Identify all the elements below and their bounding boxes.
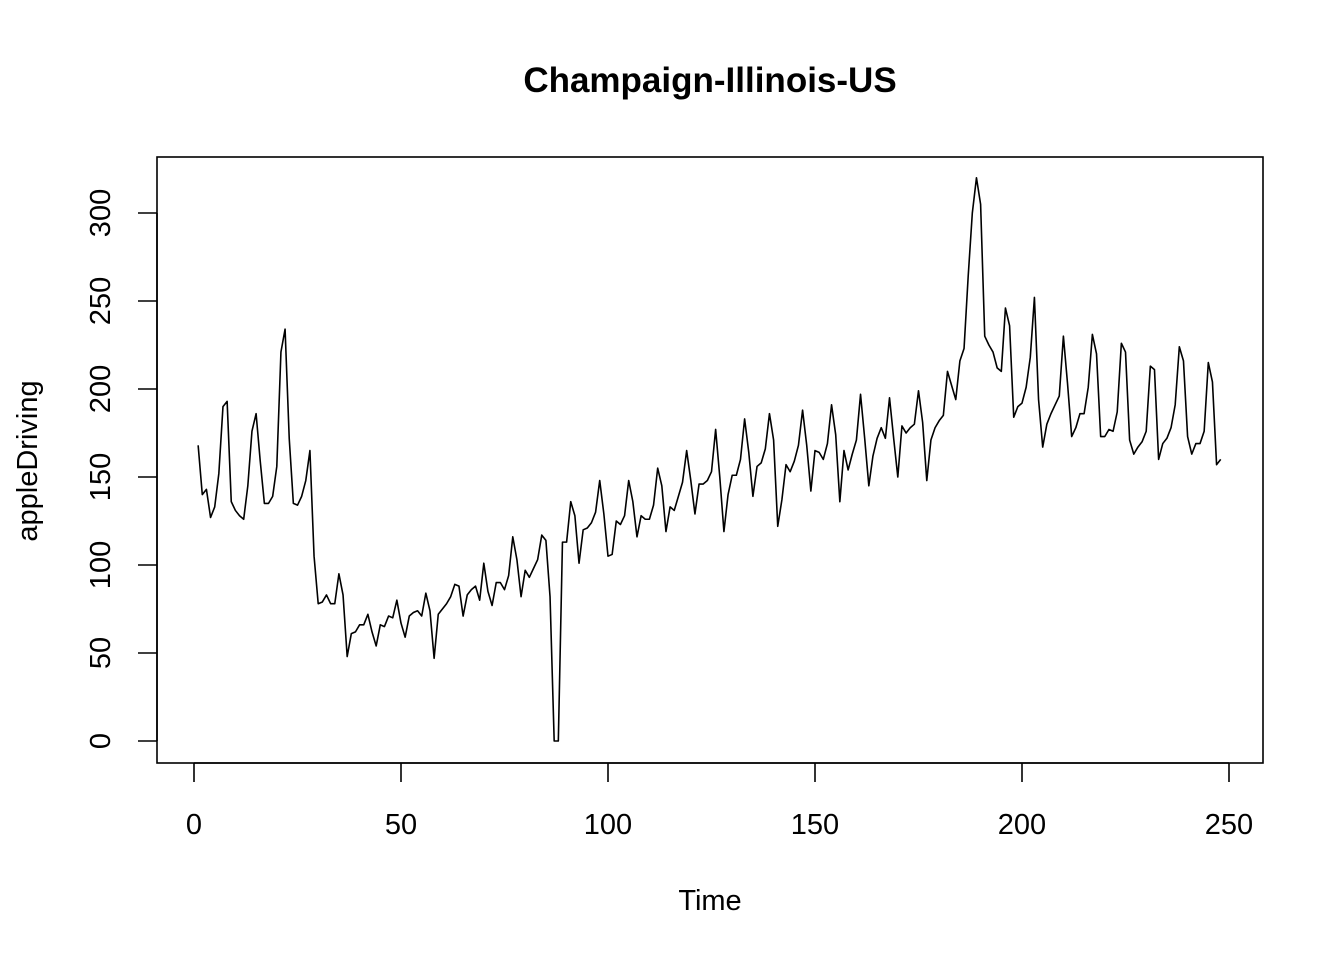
y-tick-label: 150 <box>85 453 117 501</box>
chart-title: Champaign-Illinois-US <box>523 61 896 100</box>
y-tick-label: 250 <box>85 277 117 325</box>
x-axis: 0 50 100 150 200 250 <box>186 762 1253 841</box>
y-tick-label: 200 <box>85 365 117 413</box>
x-tick-label: 200 <box>998 809 1046 841</box>
x-tick-label: 50 <box>385 809 417 841</box>
x-tick-label: 0 <box>186 809 202 841</box>
x-axis-label: Time <box>678 885 741 917</box>
y-tick-label: 100 <box>85 541 117 589</box>
x-tick-label: 150 <box>791 809 839 841</box>
series-line <box>197 177 1222 742</box>
y-tick-label: 50 <box>85 637 117 669</box>
y-tick-label: 300 <box>85 189 117 237</box>
y-tick-label: 0 <box>85 733 117 749</box>
y-axis: 0 50 100 150 200 250 300 <box>85 189 158 749</box>
plot-frame <box>156 156 1264 764</box>
y-axis-label: appleDriving <box>12 380 44 541</box>
x-tick-label: 100 <box>584 809 632 841</box>
x-tick-label: 250 <box>1205 809 1253 841</box>
